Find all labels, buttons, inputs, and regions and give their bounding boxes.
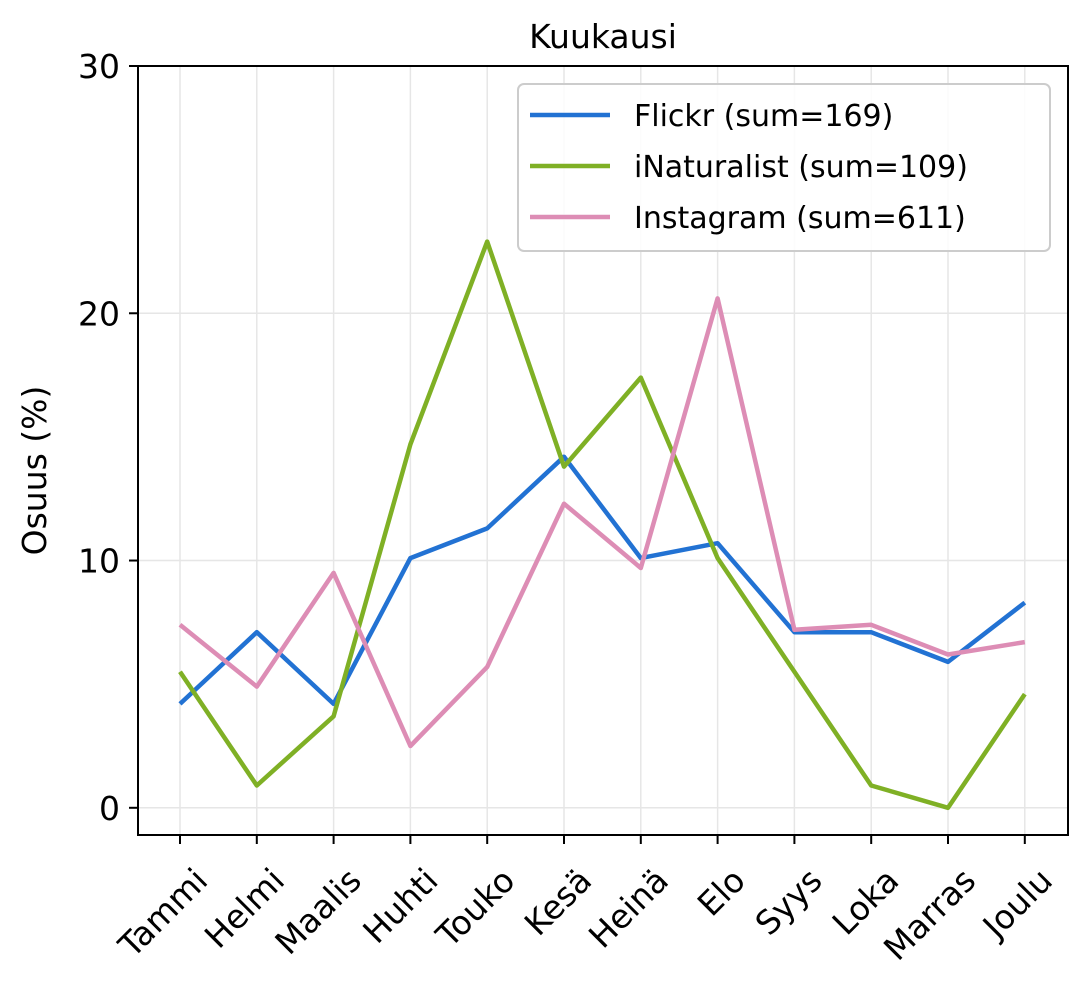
y-tick-label: 30 — [78, 47, 120, 86]
series-group — [178, 239, 1027, 811]
y-tick-label: 0 — [99, 789, 120, 828]
legend-label: iNaturalist (sum=109) — [634, 150, 968, 185]
series-group — [178, 454, 1027, 707]
y-tick-label: 20 — [78, 294, 120, 333]
series-line — [178, 296, 1026, 749]
legend: Flickr (sum=169) iNaturalist (sum=109) Ins… — [517, 83, 1051, 252]
y-axis: 0 10 20 30 — [78, 47, 138, 828]
series-line — [178, 454, 1027, 707]
series-group — [178, 296, 1026, 749]
plot-frame — [137, 65, 1069, 836]
chart-title: Kuukausi — [529, 17, 677, 56]
legend-label: Flickr (sum=169) — [634, 99, 893, 134]
legend-label: Instagram (sum=611) — [634, 201, 966, 236]
y-tick-label: 10 — [78, 542, 120, 581]
legend-box — [517, 83, 1051, 252]
y-axis-title: Osuus (%) — [15, 386, 54, 556]
series-layer — [178, 239, 1027, 811]
series-line — [178, 239, 1027, 811]
